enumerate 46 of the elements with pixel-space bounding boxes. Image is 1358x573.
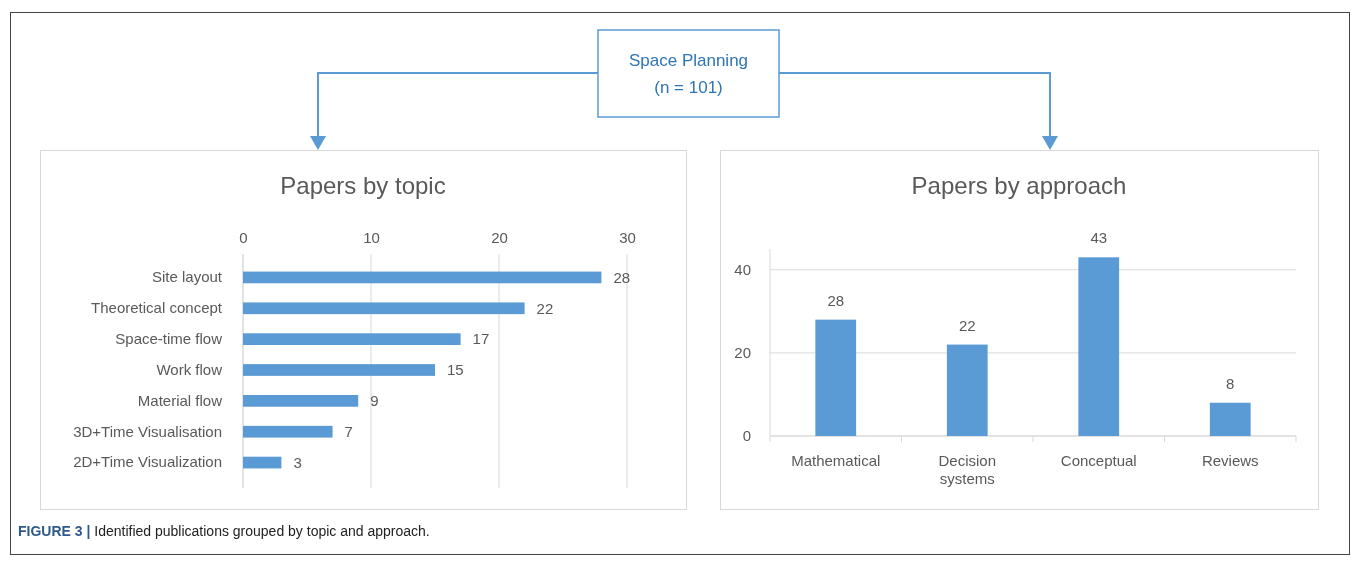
bar xyxy=(1078,257,1120,436)
bar xyxy=(243,271,602,284)
x-tick-label: 20 xyxy=(491,229,508,246)
bar xyxy=(243,425,333,438)
x-tick-label: 0 xyxy=(239,229,248,246)
y-tick-label: 3D+Time Visualisation xyxy=(73,422,222,440)
bar xyxy=(243,333,461,346)
y-tick-label: Material flow xyxy=(137,391,223,409)
bar xyxy=(243,364,435,376)
data-label: 43 xyxy=(1090,229,1108,247)
y-tick-label: 0 xyxy=(742,427,751,445)
x-tick-label: Conceptual xyxy=(1060,452,1137,469)
bar xyxy=(243,302,525,315)
data-label: 8 xyxy=(1226,374,1235,392)
y-tick-label: Space-time flow xyxy=(115,329,223,347)
data-label: 28 xyxy=(613,268,631,286)
y-tick-label: Site layout xyxy=(151,268,223,286)
x-tick-label: 30 xyxy=(619,229,636,246)
text: (n = 101) xyxy=(654,78,723,97)
y-tick-label: Theoretical concept xyxy=(91,299,223,317)
data-label: 7 xyxy=(344,422,353,440)
y-tick-label: Work flow xyxy=(156,360,223,378)
text: Space Planning xyxy=(628,51,749,70)
y-tick-label: 40 xyxy=(734,261,751,279)
y-tick-label: 2D+Time Visualization xyxy=(73,453,222,471)
bar xyxy=(946,344,988,436)
chart-title: Papers by approach xyxy=(911,172,1127,199)
data-label: 15 xyxy=(447,361,464,379)
data-label: 22 xyxy=(536,299,554,317)
text: Identified publications grouped by topic and approach. xyxy=(90,523,430,539)
data-label: 9 xyxy=(370,392,379,410)
data-label: 28 xyxy=(827,291,845,309)
caption: FIGURE 3 | xyxy=(18,523,91,539)
bar xyxy=(815,319,857,436)
data-label: 17 xyxy=(472,330,490,348)
y-tick-label: 20 xyxy=(734,344,751,362)
x-tick-label: 10 xyxy=(363,229,380,246)
bar xyxy=(243,394,359,407)
data-label: 22 xyxy=(958,316,976,334)
bar xyxy=(243,456,282,469)
chart-title: Papers by topic xyxy=(280,172,446,199)
x-tick-label: Reviews xyxy=(1201,452,1259,469)
x-tick-label: Decision systems xyxy=(938,452,997,487)
bar xyxy=(1209,402,1251,436)
data-label: 3 xyxy=(293,453,302,471)
x-tick-label: Mathematical xyxy=(791,452,881,469)
